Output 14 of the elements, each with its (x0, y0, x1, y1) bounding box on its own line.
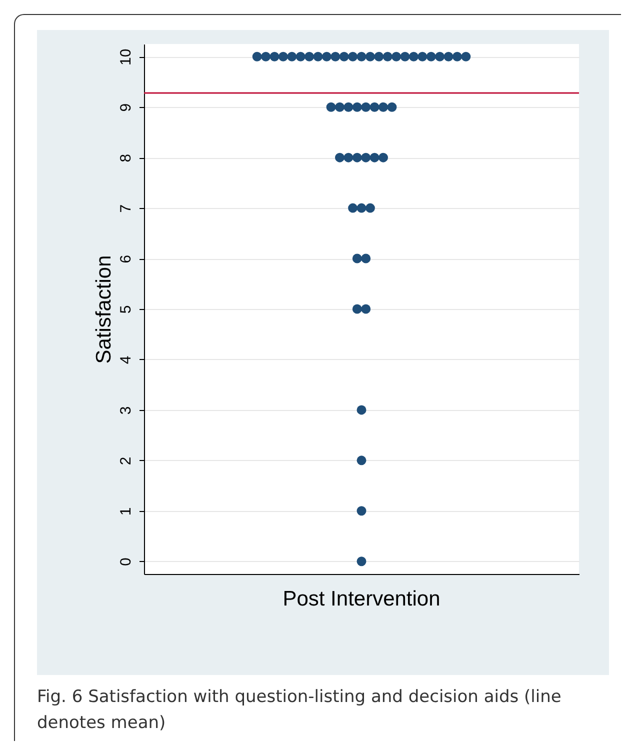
y-tick-label: 7 (118, 204, 134, 213)
y-tick-label: 5 (118, 305, 134, 314)
y-tick-label: 2 (118, 456, 134, 466)
y-tick-label: 1 (118, 507, 134, 516)
y-tick-label: 10 (118, 48, 134, 66)
x-tick-label: Post Intervention (282, 588, 440, 610)
y-tick-label: 3 (118, 406, 134, 415)
y-tick-label: 6 (118, 254, 134, 264)
y-tick-label: 9 (118, 103, 134, 112)
y-tick-label: 0 (118, 558, 134, 566)
y-tick-label: 8 (118, 154, 134, 162)
caption: Fig. 6 Satisfaction with question-listing and decision aids (line denotes mean) (37, 686, 562, 735)
y-tick-label: 4 (118, 356, 134, 364)
y-axis-title: Satisfaction (92, 255, 116, 364)
